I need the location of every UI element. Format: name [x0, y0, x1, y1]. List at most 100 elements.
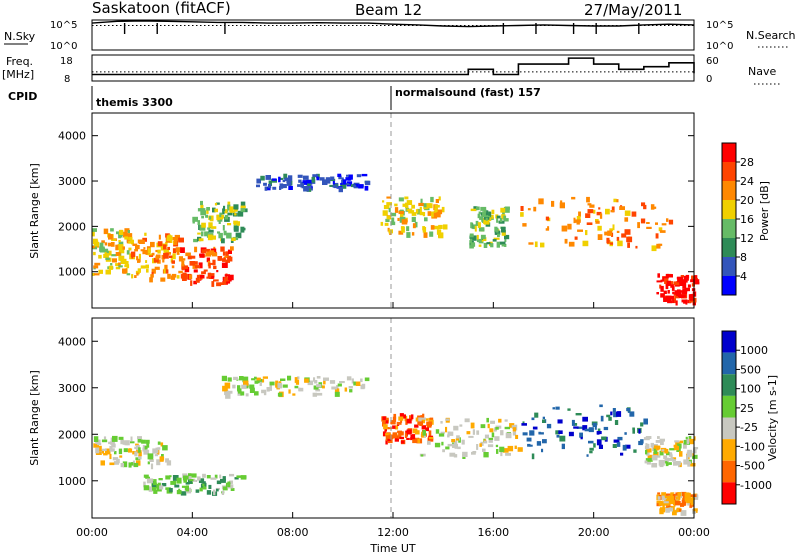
cell-7-46 — [616, 236, 620, 241]
cell-5-89 — [398, 197, 404, 202]
xtick-label-6: 00:00 — [678, 526, 710, 539]
cell-5-56 — [559, 435, 566, 442]
cell-0-89 — [108, 441, 111, 445]
cell-8-81 — [689, 298, 694, 301]
cell-1-63 — [216, 488, 219, 492]
cell-1-0 — [143, 474, 149, 478]
cell-2-85 — [261, 389, 267, 394]
cbar-swatch-7 — [722, 482, 736, 504]
cell-3-42 — [384, 428, 387, 432]
cell-5-51 — [586, 454, 589, 457]
cell-4-79 — [345, 177, 352, 181]
cell-4-71 — [434, 442, 441, 448]
cell-5-54 — [638, 429, 641, 434]
cell-6-50 — [672, 459, 676, 462]
cell-6-77 — [470, 208, 477, 212]
cell-4-48 — [268, 184, 272, 189]
cell-7-41 — [598, 207, 601, 210]
cell-7-81 — [619, 206, 625, 210]
cell-6-86 — [650, 442, 654, 448]
cell-2-41 — [249, 384, 255, 389]
cell-1-52 — [147, 248, 151, 253]
cell-5-71 — [575, 413, 582, 416]
cell-7-62 — [624, 229, 631, 235]
cell-4-12 — [470, 422, 475, 429]
cell-0-52 — [132, 451, 136, 455]
cell-1-41 — [214, 474, 218, 479]
cell-7-50 — [616, 230, 620, 233]
cell-7-87 — [689, 497, 693, 501]
cell-0-7 — [103, 253, 109, 258]
cell-2-12 — [251, 378, 256, 381]
cell-0-5 — [93, 443, 99, 448]
cell-2-83 — [199, 274, 205, 279]
cell-7-58 — [520, 212, 524, 217]
cell-0-72 — [116, 458, 120, 464]
cbar-label-5: 24 — [740, 175, 754, 188]
cell-6-23 — [656, 455, 661, 458]
cell-6-66 — [479, 228, 485, 232]
ytick-label-4000: 4000 — [58, 130, 86, 143]
cell-2-49 — [256, 378, 263, 384]
cell-0-48 — [154, 454, 159, 457]
cell-3-18 — [200, 210, 206, 216]
cell-4-77 — [502, 448, 509, 453]
cell-0-30 — [135, 444, 140, 451]
cell-6-76 — [665, 461, 669, 467]
cell-6-54 — [653, 445, 658, 449]
cell-0-8 — [119, 233, 123, 238]
cell-0-81 — [128, 241, 134, 244]
cell-4-34 — [279, 183, 284, 189]
cell-2-56 — [242, 376, 249, 383]
cbar-label-2: 12 — [740, 232, 754, 245]
cell-4-88 — [451, 439, 455, 443]
cell-7-70 — [674, 501, 681, 506]
cell-5-16 — [437, 209, 443, 215]
cell-1-84 — [171, 260, 175, 264]
cell-5-83 — [386, 202, 392, 206]
cell-1-81 — [146, 478, 153, 484]
cell-7-68 — [571, 196, 576, 200]
cell-1-3 — [180, 491, 187, 496]
xtick-label-3: 12:00 — [377, 526, 409, 539]
cell-4-44 — [482, 448, 486, 452]
cell-6-85 — [501, 226, 506, 233]
cell-7-31 — [687, 501, 690, 506]
cell-6-84 — [491, 214, 494, 219]
cell-5-50 — [592, 422, 597, 427]
cell-1-15 — [171, 265, 175, 269]
cell-2-61 — [254, 380, 259, 384]
cell-4-70 — [332, 185, 338, 188]
cbar-swatch-0 — [722, 143, 736, 162]
cell-0-64 — [95, 447, 100, 454]
cell-3-35 — [200, 204, 204, 210]
cell-4-11 — [483, 452, 489, 458]
cell-2-0 — [216, 270, 219, 273]
cell-4-86 — [495, 427, 499, 430]
cell-4-79 — [476, 444, 479, 450]
cell-3-74 — [385, 420, 389, 424]
freq-series-line — [92, 57, 695, 76]
cell-2-63 — [226, 390, 233, 394]
cell-3-20 — [212, 207, 216, 213]
cell-2-50 — [307, 380, 314, 386]
cell-0-53 — [142, 447, 147, 452]
cell-0-77 — [166, 460, 172, 466]
cell-2-68 — [204, 248, 211, 252]
cell-4-27 — [486, 417, 489, 423]
cell-1-60 — [157, 484, 160, 490]
cell-6-60 — [483, 242, 488, 248]
cell-6-29 — [692, 454, 698, 459]
cell-1-72 — [204, 482, 207, 487]
cell-6-8 — [504, 237, 507, 242]
cell-3-48 — [237, 221, 240, 226]
cell-4-85 — [422, 429, 426, 436]
cell-5-22 — [638, 440, 643, 446]
cell-3-3 — [206, 209, 209, 214]
cell-2-30 — [329, 380, 336, 384]
cell-0-82 — [94, 240, 99, 245]
cell-6-89 — [469, 233, 474, 238]
cell-5-46 — [422, 212, 426, 217]
cell-6-0 — [647, 454, 654, 461]
cell-0-14 — [111, 443, 116, 448]
